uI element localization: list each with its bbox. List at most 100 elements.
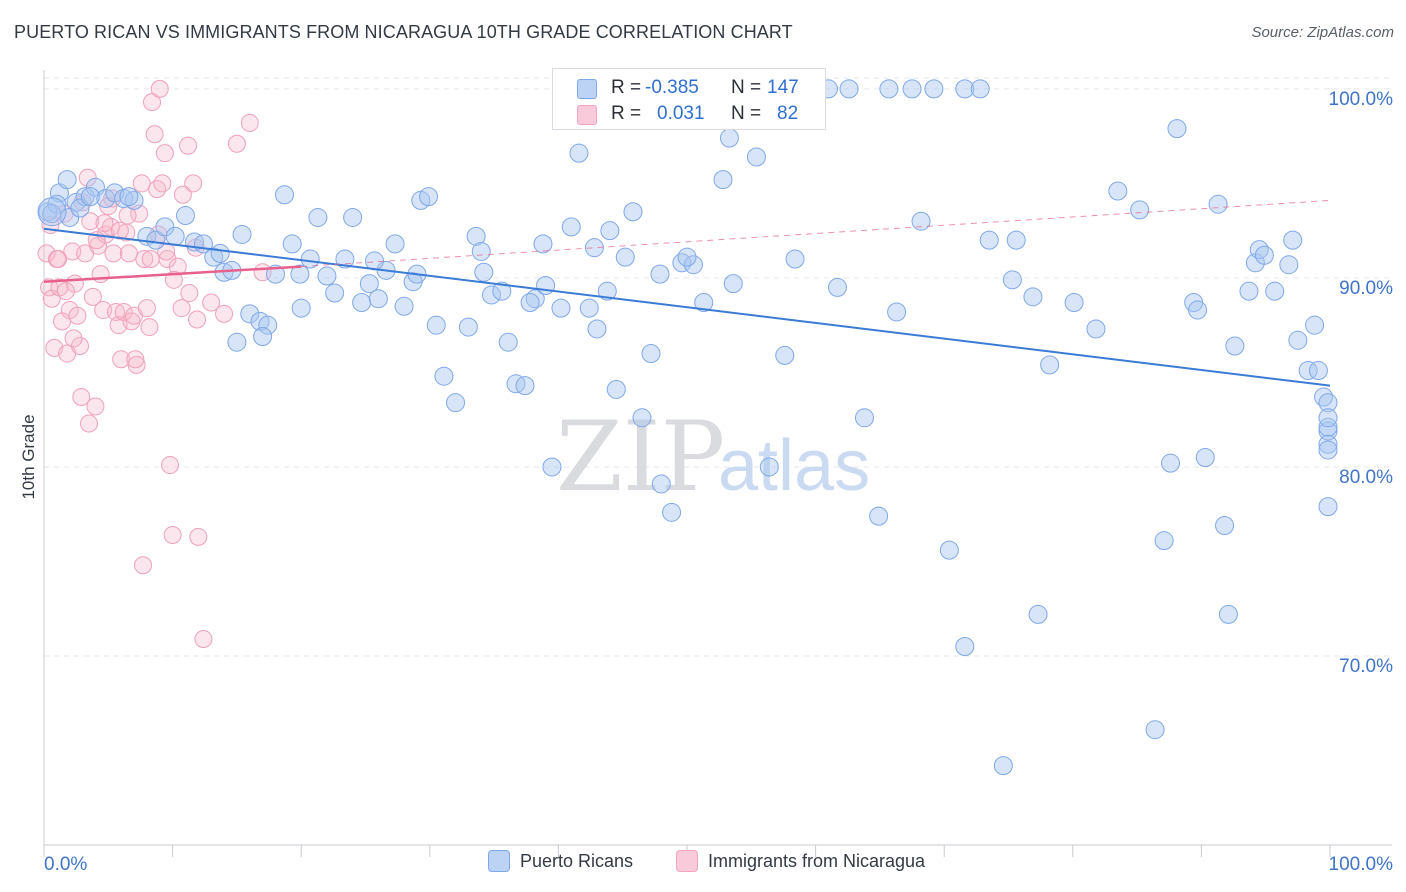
point-puerto-rican <box>1040 355 1060 375</box>
point-puerto-rican <box>1249 240 1269 260</box>
point-puerto-rican <box>515 376 535 396</box>
point-puerto-rican <box>175 206 195 226</box>
point-puerto-rican <box>1305 315 1325 335</box>
point-nicaragua <box>104 244 123 263</box>
point-puerto-rican <box>924 79 944 99</box>
point-puerto-rican <box>290 264 310 284</box>
point-puerto-rican <box>672 253 692 273</box>
point-nicaragua <box>83 287 102 306</box>
point-nicaragua <box>148 180 167 199</box>
x-tick-label: 100.0% <box>1329 854 1394 875</box>
point-puerto-rican <box>579 298 599 318</box>
point-puerto-rican <box>124 190 144 210</box>
point-puerto-rican <box>466 226 486 246</box>
point-nicaragua <box>227 134 246 153</box>
point-puerto-rican <box>569 143 589 163</box>
point-puerto-rican <box>683 255 703 275</box>
point-puerto-rican <box>1318 408 1338 428</box>
point-puerto-rican <box>1318 434 1338 454</box>
point-nicaragua <box>126 350 145 369</box>
point-puerto-rican <box>623 202 643 222</box>
point-puerto-rican <box>651 474 671 494</box>
point-puerto-rican <box>533 234 553 254</box>
point-puerto-rican <box>282 234 302 254</box>
point-puerto-rican <box>75 187 95 207</box>
point-nicaragua <box>134 556 153 575</box>
point-puerto-rican <box>492 281 512 301</box>
stats-row-nicaragua: R = 0.031 N = 82 <box>553 101 827 127</box>
point-puerto-rican <box>955 637 975 657</box>
point-puerto-rican <box>419 187 439 207</box>
point-puerto-rican <box>719 128 739 148</box>
point-puerto-rican <box>317 266 337 286</box>
point-puerto-rican <box>1188 300 1208 320</box>
point-puerto-rican <box>597 281 617 301</box>
point-nicaragua <box>137 299 156 318</box>
point-puerto-rican <box>1006 230 1026 250</box>
stats-r-value: 0.031 <box>657 103 705 124</box>
point-nicaragua <box>37 244 56 263</box>
point-puerto-rican <box>210 243 230 263</box>
point-puerto-rican <box>1298 361 1318 381</box>
point-puerto-rican <box>662 502 682 522</box>
point-puerto-rican <box>1318 497 1338 517</box>
point-nicaragua <box>64 329 83 348</box>
point-puerto-rican <box>979 230 999 250</box>
point-puerto-rican <box>204 247 224 267</box>
point-puerto-rican <box>1288 330 1308 350</box>
point-puerto-rican <box>308 207 328 227</box>
point-nicaragua <box>189 527 208 546</box>
stats-r-label: R = <box>611 103 642 124</box>
point-puerto-rican <box>359 274 379 294</box>
point-puerto-rican <box>1154 531 1174 551</box>
point-puerto-rican <box>606 379 626 399</box>
point-puerto-rican <box>911 211 931 231</box>
point-puerto-rican <box>970 79 990 99</box>
point-puerto-rican <box>759 457 779 477</box>
stats-n-value: 147 <box>767 77 799 98</box>
point-puerto-rican <box>146 230 166 250</box>
point-puerto-rican <box>291 298 311 318</box>
point-nicaragua <box>81 212 100 231</box>
point-puerto-rican <box>165 226 185 246</box>
stats-r-value: -0.385 <box>645 77 699 98</box>
point-puerto-rican <box>47 194 67 214</box>
point-puerto-rican <box>265 264 285 284</box>
point-nicaragua <box>95 214 114 233</box>
point-puerto-rican <box>385 234 405 254</box>
point-nicaragua <box>132 174 151 193</box>
point-puerto-rican-cluster <box>37 197 67 227</box>
point-puerto-rican <box>1218 604 1238 624</box>
point-puerto-rican <box>785 249 805 269</box>
point-puerto-rican <box>368 289 388 309</box>
point-nicaragua <box>49 250 68 269</box>
point-puerto-rican <box>902 79 922 99</box>
point-puerto-rican <box>1167 119 1187 139</box>
point-puerto-rican <box>993 756 1013 776</box>
point-puerto-rican <box>240 304 260 324</box>
point-puerto-rican <box>1208 194 1228 214</box>
point-nicaragua <box>110 221 129 240</box>
point-nicaragua <box>40 278 59 297</box>
point-nicaragua <box>179 136 198 155</box>
point-nicaragua <box>56 282 75 301</box>
point-puerto-rican <box>641 344 661 364</box>
point-puerto-rican <box>1064 293 1084 312</box>
point-puerto-rican <box>232 224 252 244</box>
point-nicaragua <box>71 336 90 355</box>
legend-swatch-pink <box>676 850 698 872</box>
point-puerto-rican <box>1108 181 1128 201</box>
stats-row-puerto-ricans: R = -0.385 N = 147 <box>553 75 827 101</box>
point-puerto-rican <box>352 293 372 312</box>
point-puerto-rican <box>1225 336 1245 356</box>
point-nicaragua <box>163 526 182 544</box>
point-puerto-rican <box>1145 720 1165 740</box>
point-nicaragua <box>141 250 160 269</box>
watermark-atlas: atlas <box>718 426 870 506</box>
point-nicaragua <box>140 318 159 337</box>
trendline-nicaragua-dashed <box>301 199 1331 268</box>
point-puerto-rican <box>325 283 345 303</box>
point-nicaragua <box>172 299 191 318</box>
point-puerto-rican <box>520 293 540 312</box>
